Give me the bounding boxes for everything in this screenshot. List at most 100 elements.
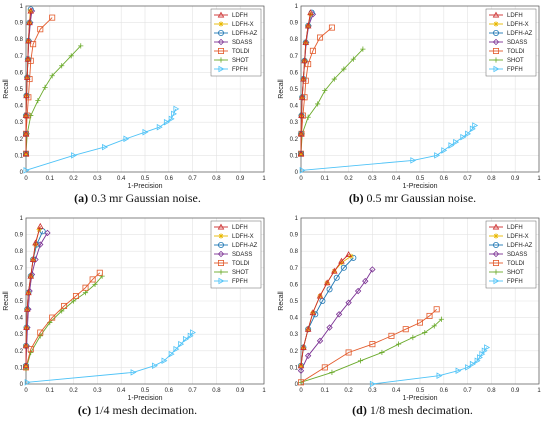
data-point-ldfh <box>24 55 32 62</box>
chart-panel-a: 0 0.1 0.2 0.3 0.4 0.5 0.6 0.7 0.8 0.9 1 0 0.1 0.2 0.3 0… <box>0 0 275 211</box>
data-point-ldfh <box>22 362 30 369</box>
series-line-sdass <box>300 269 373 371</box>
data-point-shot <box>59 308 65 314</box>
legend-label-ldfh: LDFH <box>507 13 523 19</box>
data-point-sdass <box>304 352 312 359</box>
data-point-fpfh <box>469 360 476 368</box>
series-line-ldfh <box>25 10 32 154</box>
data-point-fpfh <box>484 344 491 351</box>
data-point-toldi <box>305 61 312 68</box>
axes-frame <box>25 217 265 385</box>
x-tick-label: 0.7 <box>188 388 197 394</box>
caption-text: 1/8 mesh decimation. <box>369 403 473 417</box>
legend-label-sdass: SDASS <box>232 40 252 46</box>
y-tick-label: 0.8 <box>290 249 299 255</box>
x-tick-label: 1 <box>537 176 541 182</box>
data-point-fpfh <box>460 133 467 141</box>
data-point-toldi <box>82 284 89 291</box>
legend-marker-ldfh-az <box>217 241 224 248</box>
x-tick-label: 1 <box>537 388 541 394</box>
data-point-toldi <box>37 329 44 336</box>
data-point-toldi <box>321 364 328 371</box>
series-ldfh <box>22 7 35 157</box>
caption-letter: (b) <box>348 191 364 205</box>
x-tick-label: 0.1 <box>46 176 55 182</box>
series-line-toldi <box>300 308 438 383</box>
data-point-ldfh <box>32 239 39 246</box>
x-tick-label: 0.5 <box>141 176 150 182</box>
data-point-shot <box>68 53 74 59</box>
data-point-ldfh <box>22 112 30 119</box>
x-tick-label: 0.3 <box>93 388 102 394</box>
x-tick-label: 0.4 <box>392 176 401 182</box>
data-point-fpfh <box>102 143 108 151</box>
x-tick-label: 0.8 <box>212 388 221 394</box>
legend-marker-ldfh <box>217 11 225 18</box>
y-tick-label: 0.6 <box>290 70 299 76</box>
data-point-fpfh <box>190 329 197 336</box>
data-point-ldfh <box>323 279 331 286</box>
legend-marker-shot <box>493 57 499 63</box>
legend: LDFH LDFH-X LDFH-AZ SDASS TOLDI SHOT FPFH <box>485 220 537 289</box>
data-point-fpfh <box>156 123 163 131</box>
data-point-sdass <box>316 337 324 345</box>
legend-marker-shot <box>218 269 224 275</box>
y-tick-label: 0.3 <box>290 120 299 126</box>
caption-d: (d) 1/8 mesh decimation. <box>275 403 550 418</box>
y-tick-label: 0.2 <box>290 349 299 355</box>
data-point-shot <box>329 369 335 375</box>
data-point-shot <box>35 98 41 104</box>
y-tick-label: 0.1 <box>15 365 24 371</box>
legend-marker-ldfh-az <box>492 241 499 248</box>
legend-label-ldfh-x: LDFH-X <box>232 22 254 28</box>
data-point-ldfh <box>309 309 317 316</box>
data-point-ldfh <box>297 130 305 137</box>
data-point-ldfh <box>29 256 37 262</box>
y-axis-label: Recall <box>278 79 285 99</box>
data-point-ldfh <box>23 73 31 80</box>
data-point-shot <box>331 76 337 82</box>
data-point-ldfh <box>307 9 314 16</box>
caption-letter: (a) <box>74 191 89 205</box>
data-point-ldfh <box>22 130 30 137</box>
x-tick-label: 0.3 <box>368 388 377 394</box>
data-point-shot <box>422 329 428 336</box>
legend-marker-sdass <box>217 250 225 258</box>
caption-letter: (d) <box>352 403 367 417</box>
chart-panel-c: 0 0.1 0.2 0.3 0.4 0.5 0.6 0.7 0.8 0.9 1 0 0.1 0.2 0.3 0… <box>0 212 275 423</box>
chart-panel-d: 0 0.1 0.2 0.3 0.4 0.5 0.6 0.7 0.8 0.9 1 0 0.1 0.2 0.3 0… <box>275 212 550 423</box>
y-tick-label: 0.9 <box>15 233 24 239</box>
legend-label-shot: SHOT <box>232 270 249 276</box>
data-point-toldi <box>328 24 335 31</box>
legend-label-ldfh-x: LDFH-X <box>507 22 529 28</box>
legend-label-ldfh: LDFH <box>507 225 523 231</box>
data-point-fpfh <box>24 379 31 386</box>
data-point-toldi <box>402 326 409 333</box>
legend-marker-toldi <box>492 48 499 55</box>
y-tick-label: 0 <box>20 170 24 176</box>
y-tick-label: 0.8 <box>15 37 24 43</box>
legend-label-fpfh: FPFH <box>507 67 523 73</box>
chart-d: 0 0.1 0.2 0.3 0.4 0.5 0.6 0.7 0.8 0.9 1 0 0.1 0.2 0.3 0… <box>278 216 541 402</box>
data-point-ldfh-x <box>23 363 29 369</box>
data-point-toldi <box>345 349 352 356</box>
data-point-sdass <box>297 367 305 374</box>
data-point-sdass <box>362 277 369 285</box>
x-tick-label: 0.5 <box>416 388 425 394</box>
y-tick-label: 0.8 <box>15 249 24 255</box>
legend-marker-toldi <box>217 260 224 267</box>
data-point-toldi <box>426 312 433 319</box>
data-point-fpfh <box>448 142 455 149</box>
data-point-fpfh <box>178 340 185 348</box>
data-point-fpfh <box>168 350 175 358</box>
data-point-ldfh <box>25 37 32 44</box>
y-tick-label: 0.6 <box>15 282 24 288</box>
x-tick-label: 0.6 <box>440 176 449 182</box>
x-tick-label: 0.5 <box>141 388 150 394</box>
data-point-fpfh <box>369 380 376 388</box>
data-point-ldfh <box>300 75 307 82</box>
y-tick-label: 1 <box>295 216 299 222</box>
x-tick-label: 0.4 <box>117 388 126 394</box>
data-point-shot <box>357 358 364 364</box>
y-tick-label: 0.7 <box>290 54 299 60</box>
